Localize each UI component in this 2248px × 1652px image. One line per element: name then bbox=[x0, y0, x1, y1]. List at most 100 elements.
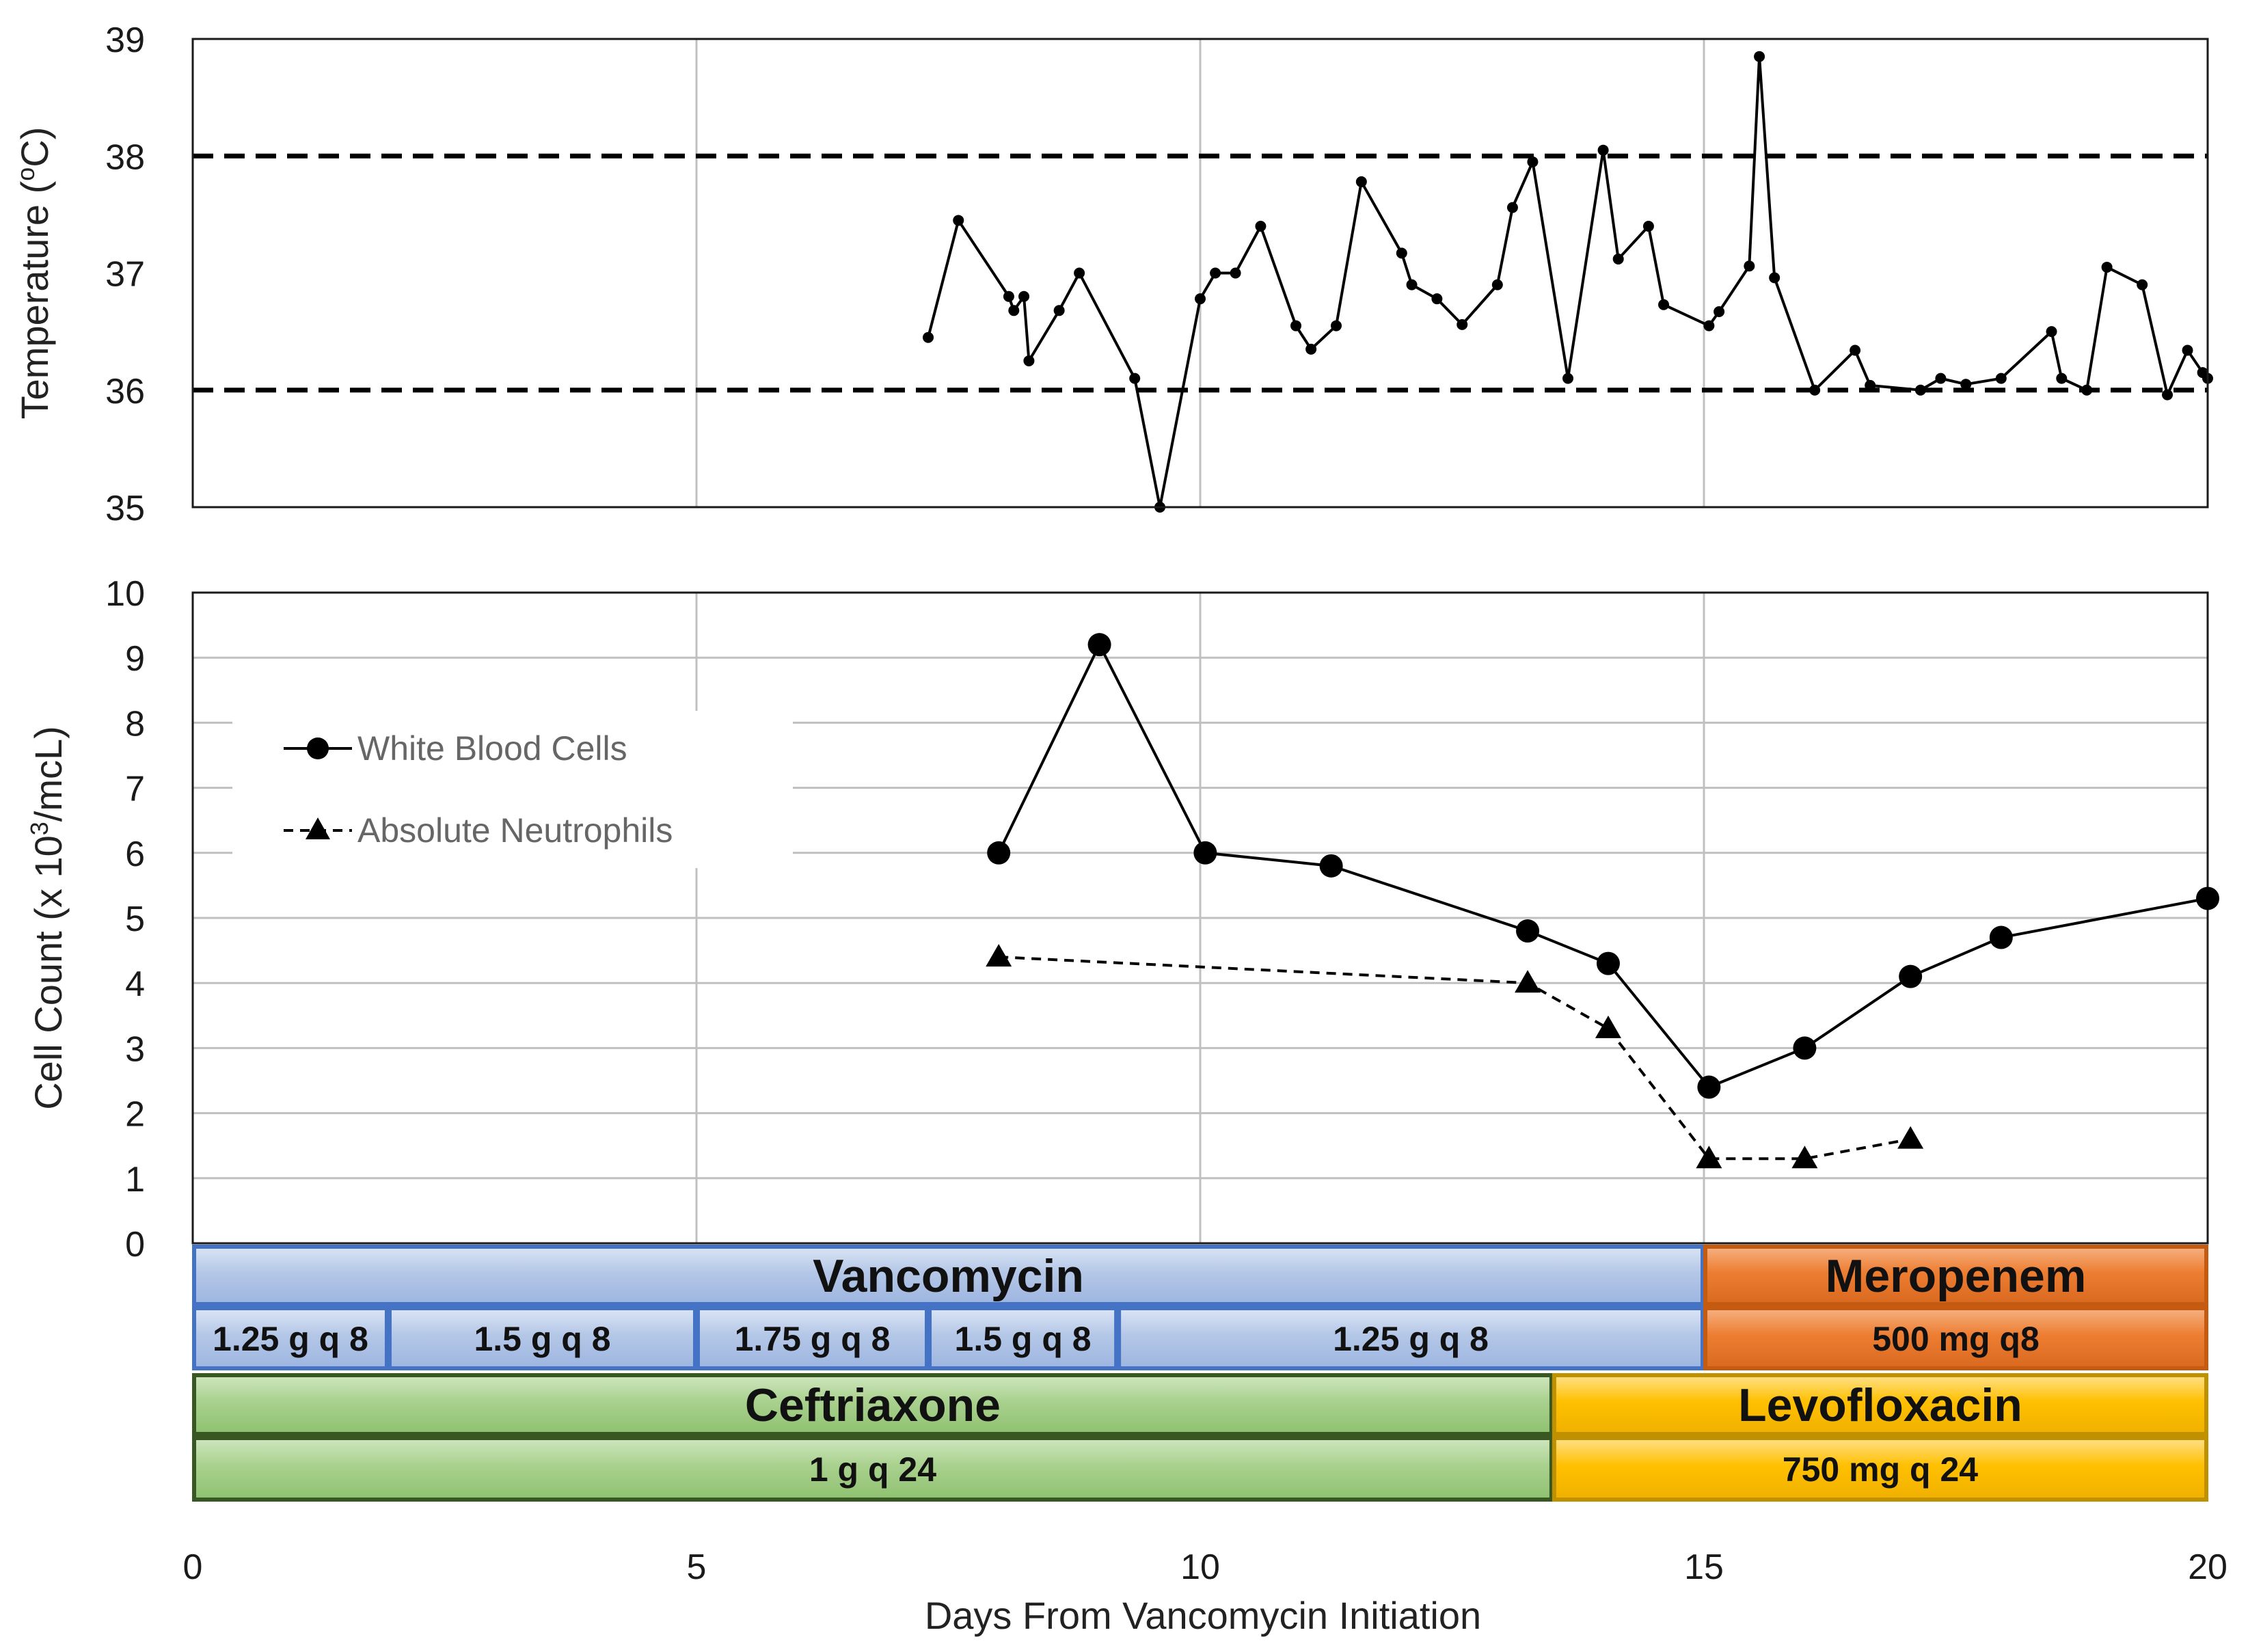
temperature-point bbox=[1129, 373, 1141, 384]
cell-count-y-tick-label: 4 bbox=[125, 964, 145, 1004]
x-tick-label: 0 bbox=[183, 1547, 203, 1587]
drug-name-label: Ceftriaxone bbox=[745, 1379, 1001, 1431]
dose-label: 1 g q 24 bbox=[809, 1450, 936, 1489]
white-blood-cells-point bbox=[1193, 841, 1217, 865]
cell-count-y-tick-label: 3 bbox=[125, 1029, 145, 1069]
cell-count-y-tick-label: 9 bbox=[125, 639, 145, 679]
dose-segment: 750 mg q 24 bbox=[1552, 1436, 2208, 1502]
cell-count-axis-title: Cell Count (x 103/mcL) bbox=[25, 726, 70, 1110]
temperature-point bbox=[1703, 320, 1715, 331]
temperature-point bbox=[1658, 299, 1670, 310]
temperature-point bbox=[2137, 279, 2148, 290]
drug-bar: Ceftriaxone bbox=[192, 1373, 1554, 1436]
dose-segment-box bbox=[192, 1436, 1554, 1502]
white-blood-cells-point bbox=[1516, 919, 1540, 943]
dose-label: 1.5 g q 8 bbox=[955, 1320, 1092, 1358]
temperature-point bbox=[1074, 267, 1085, 279]
cell-count-y-tick-label: 10 bbox=[105, 574, 145, 614]
drug-bar-box bbox=[1703, 1245, 2208, 1306]
temperature-point bbox=[923, 331, 934, 343]
drug-bar: Vancomycin bbox=[192, 1245, 1705, 1306]
cell-count-y-tick-label: 1 bbox=[125, 1160, 145, 1200]
absolute-neutrophils-point bbox=[986, 944, 1012, 967]
legend-label-absolute-neutrophils: Absolute Neutrophils bbox=[357, 811, 673, 850]
temperature-point bbox=[1018, 290, 1030, 302]
white-blood-cells-point bbox=[1319, 854, 1343, 878]
dose-segment: 1 g q 24 bbox=[192, 1436, 1554, 1502]
dose-segment-box bbox=[927, 1306, 1119, 1370]
x-tick-label: 20 bbox=[2188, 1547, 2227, 1587]
temperature-point bbox=[2162, 389, 2173, 401]
temperature-point bbox=[1935, 373, 1947, 384]
temperature-point bbox=[1290, 320, 1302, 331]
dose-segment-box bbox=[1117, 1306, 1705, 1370]
white-blood-cells-point bbox=[1899, 964, 1923, 988]
temperature-y-tick-label: 38 bbox=[105, 137, 145, 177]
cell-count-y-tick-label: 5 bbox=[125, 899, 145, 939]
temperature-point bbox=[1612, 253, 1624, 265]
cell-count-y-tick-label: 2 bbox=[125, 1095, 145, 1135]
x-tick-label: 15 bbox=[1684, 1547, 1724, 1587]
temperature-y-tick-label: 35 bbox=[105, 489, 145, 528]
temperature-point bbox=[1491, 279, 1503, 290]
temperature-point bbox=[2101, 261, 2113, 273]
cell-count-y-tick-label: 8 bbox=[125, 704, 145, 744]
white-blood-cells-point bbox=[1596, 951, 1620, 975]
temperature-y-tick-labels: 35 36 37 38 39 bbox=[105, 21, 145, 528]
legend-item-absolute-neutrophils: Absolute Neutrophils bbox=[284, 811, 673, 850]
temperature-y-tick-label: 36 bbox=[105, 372, 145, 411]
dose-segment: 500 mg q8 bbox=[1703, 1306, 2208, 1370]
white-blood-cells-point bbox=[1697, 1075, 1721, 1099]
temperature-point bbox=[1714, 306, 1725, 318]
drug-bar: Levofloxacin bbox=[1552, 1373, 2208, 1436]
temperature-point bbox=[1769, 272, 1780, 284]
dose-segment: 1.5 g q 8 bbox=[387, 1306, 697, 1370]
temperature-point bbox=[2056, 373, 2068, 384]
temperature-point bbox=[1255, 221, 1267, 232]
temperature-point bbox=[1960, 379, 1972, 390]
cell-count-y-tick-label: 0 bbox=[125, 1225, 145, 1264]
temperature-point bbox=[1754, 51, 1765, 62]
white-blood-cells-line bbox=[997, 643, 2208, 1089]
drug-bar-box bbox=[1552, 1373, 2208, 1436]
legend-item-white-blood-cells: White Blood Cells bbox=[284, 729, 627, 768]
temperature-line bbox=[927, 55, 2209, 509]
temperature-point bbox=[1210, 267, 1221, 279]
temperature-chart: 35 36 37 38 39 Temperature (oC) bbox=[12, 21, 2213, 528]
temperature-point bbox=[1597, 144, 1609, 156]
absolute-neutrophils-point bbox=[1791, 1146, 1818, 1169]
temperature-plot-frame bbox=[191, 38, 2209, 509]
temperature-point bbox=[2081, 384, 2093, 396]
absolute-neutrophils-point bbox=[1515, 970, 1541, 993]
cell-count-chart: 0 1 2 3 4 5 6 7 8 9 10 White Blood Cells Absolute … bbox=[25, 574, 2219, 1264]
dose-label: 1.75 g q 8 bbox=[735, 1320, 891, 1358]
antibiotic-therapy-timeline: Vancomycin Meropenem 1.25 g q 8 1.5 g q 8 1.… bbox=[192, 1245, 2208, 1502]
temperature-point bbox=[1003, 290, 1014, 302]
dose-segment: 1.75 g q 8 bbox=[696, 1306, 930, 1370]
temperature-point bbox=[1506, 202, 1518, 213]
temperature-point bbox=[953, 215, 964, 226]
drug-bar: Meropenem bbox=[1703, 1245, 2208, 1306]
dose-segment: 1.25 g q 8 bbox=[192, 1306, 389, 1370]
dose-label: 500 mg q8 bbox=[1872, 1320, 2040, 1358]
white-blood-cells-point bbox=[987, 841, 1011, 865]
dose-label: 1.25 g q 8 bbox=[213, 1320, 368, 1358]
dose-segment-box bbox=[1552, 1436, 2208, 1502]
white-blood-cells-point bbox=[1989, 925, 2013, 949]
temperature-point bbox=[1406, 279, 1418, 290]
temperature-point bbox=[1995, 373, 2007, 384]
white-blood-cells-point bbox=[1087, 633, 1111, 657]
temperature-point bbox=[2182, 344, 2193, 356]
absolute-neutrophils-line bbox=[999, 956, 1911, 1161]
temperature-point bbox=[1008, 305, 1020, 316]
cell-count-y-tick-label: 7 bbox=[125, 770, 145, 809]
legend-circle-marker-icon bbox=[307, 737, 329, 759]
temperature-point bbox=[1330, 320, 1342, 331]
absolute-neutrophils-point bbox=[1696, 1146, 1722, 1169]
legend-label-white-blood-cells: White Blood Cells bbox=[357, 729, 627, 768]
drug-name-label: Levofloxacin bbox=[1738, 1379, 2022, 1431]
temperature-point bbox=[1642, 221, 1654, 232]
temperature-point bbox=[1230, 267, 1241, 279]
white-blood-cells-point bbox=[1793, 1036, 1817, 1060]
temperature-point bbox=[1023, 355, 1035, 366]
